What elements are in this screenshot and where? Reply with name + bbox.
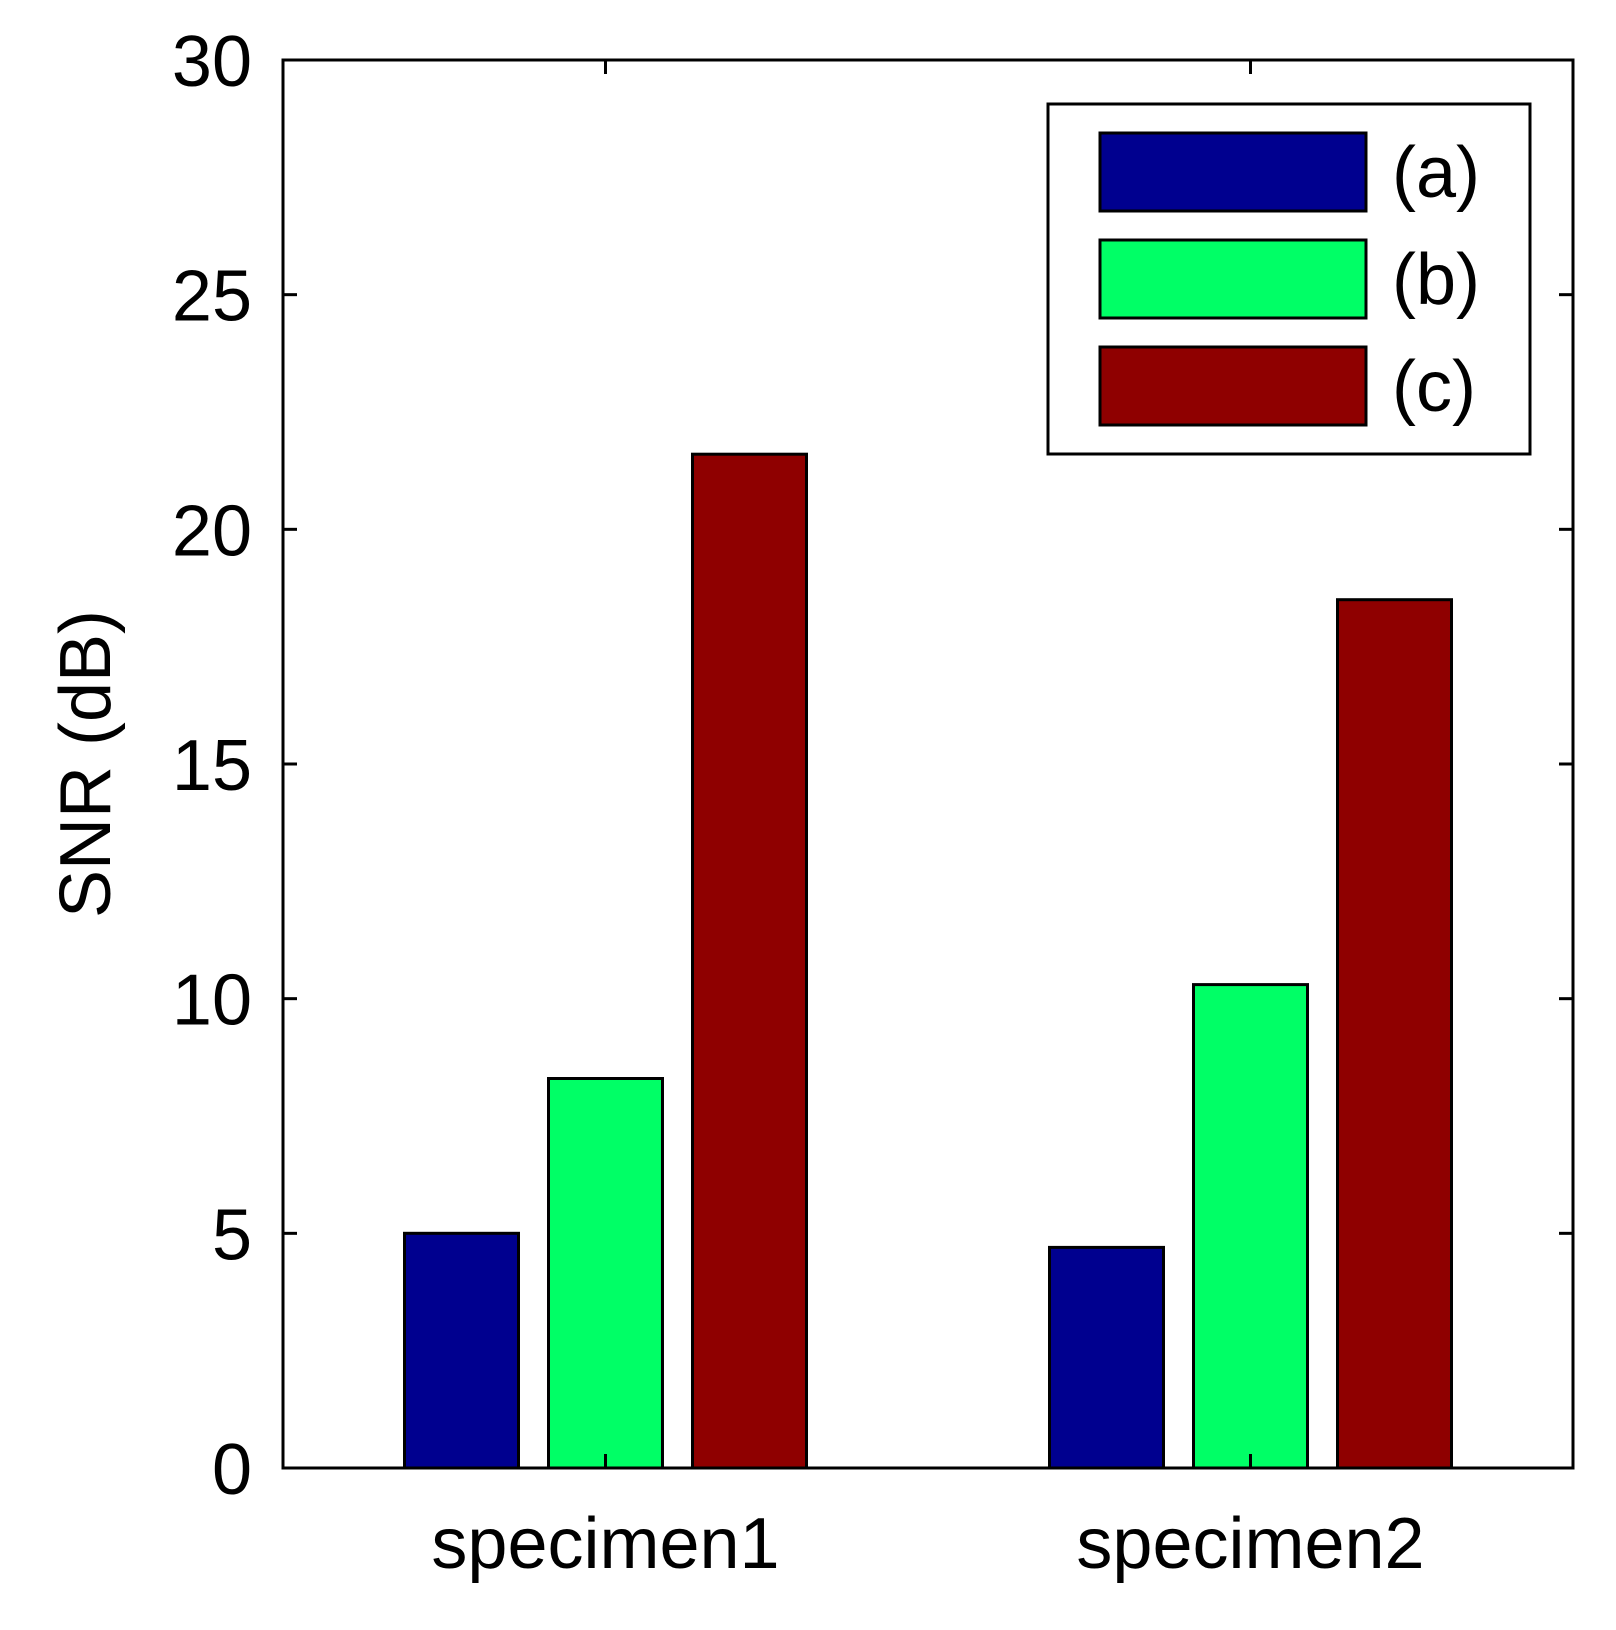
legend: (a) (b) (c) <box>1046 102 1532 456</box>
legend-label-2: (b) <box>1392 240 1480 320</box>
legend-label-1: (a) <box>1392 133 1480 213</box>
y-tick-label: 25 <box>172 257 252 337</box>
labels-layer: 0 5 10 15 20 25 30 specimen1 specimen2 <box>172 22 1425 1584</box>
y-tick-label: 15 <box>172 726 252 806</box>
bar-1-specimen2 <box>1048 1245 1165 1470</box>
bar-2-specimen1 <box>547 1077 664 1470</box>
bars-layer <box>403 452 1453 1470</box>
ticks-layer <box>283 58 1573 1470</box>
y-tick-label: 20 <box>172 491 252 571</box>
y-tick-label: 0 <box>212 1430 252 1510</box>
legend-swatch-3 <box>1098 345 1368 427</box>
legend-swatch-1 <box>1098 131 1368 213</box>
legend-swatch-2 <box>1098 238 1368 320</box>
bar-3-specimen1 <box>691 452 808 1470</box>
x-tick-label: specimen2 <box>1076 1504 1424 1584</box>
x-tick-label: specimen1 <box>431 1504 779 1584</box>
y-tick-label: 30 <box>172 22 252 102</box>
y-tick-label: 10 <box>172 961 252 1041</box>
bar-2-specimen2 <box>1192 983 1309 1470</box>
y-axis-label: SNR (dB) <box>46 610 126 918</box>
bar-1-specimen1 <box>403 1231 520 1470</box>
legend-label-3: (c) <box>1392 347 1476 427</box>
bar-3-specimen2 <box>1336 598 1453 1470</box>
y-tick-label: 5 <box>212 1195 252 1275</box>
